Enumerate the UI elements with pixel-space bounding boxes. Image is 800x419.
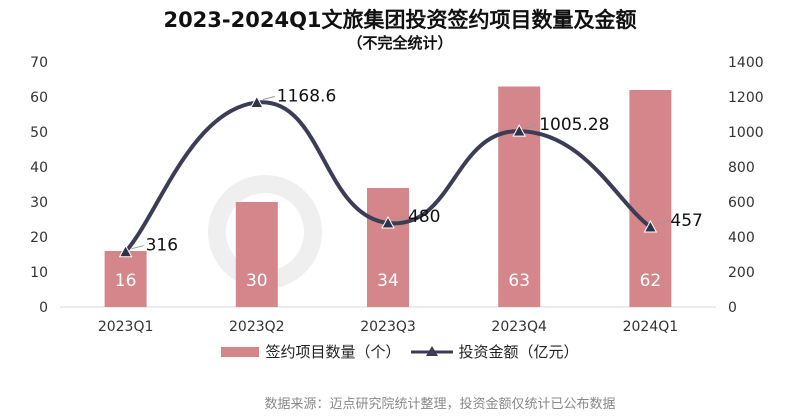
- legend: 签约项目数量（个） 投资金额（亿元）: [0, 341, 800, 362]
- left-axis-tick: 10: [30, 265, 48, 281]
- bar-label: 16: [115, 271, 137, 291]
- left-axis-tick: 20: [30, 230, 48, 246]
- right-axis-tick: 0: [728, 300, 737, 316]
- left-axis-tick: 40: [30, 160, 48, 176]
- line-label-leader: [525, 124, 538, 129]
- bar: [367, 188, 409, 307]
- legend-item-line[interactable]: 投资金额（亿元）: [410, 341, 579, 362]
- left-axis-tick: 50: [30, 125, 48, 141]
- legend-label-bar: 签约项目数量（个）: [265, 343, 401, 361]
- line-label: 1168.6: [277, 86, 336, 106]
- line-marker: [249, 95, 264, 108]
- chart-subtitle: （不完全统计）: [347, 34, 453, 52]
- bar-label: 63: [508, 271, 530, 291]
- legend-bar-swatch: [221, 346, 260, 357]
- left-axis-tick: 60: [30, 90, 48, 106]
- bar-label: 62: [640, 271, 662, 291]
- right-axis-tick: 1400: [728, 55, 764, 71]
- right-axis-tick: 600: [728, 195, 755, 211]
- line-label: 1005.28: [539, 115, 609, 135]
- right-axis-tick: 1200: [728, 90, 764, 106]
- line-marker: [512, 124, 527, 137]
- line-label-leader: [262, 96, 275, 100]
- line-label-leader: [656, 220, 669, 225]
- left-axis-tick: 70: [30, 55, 48, 71]
- line-marker: [381, 215, 395, 229]
- right-axis-tick: 400: [728, 230, 755, 246]
- left-axis-tick: 30: [30, 195, 48, 211]
- bar: [104, 251, 147, 307]
- bar: [235, 202, 278, 307]
- right-axis-tick: 200: [728, 265, 755, 281]
- right-axis-tick: 1000: [728, 125, 764, 141]
- bar-label: 30: [246, 271, 268, 291]
- x-axis-tick: 2024Q1: [623, 319, 679, 335]
- bar: [629, 90, 672, 307]
- x-axis-tick: 2023Q1: [98, 319, 154, 335]
- legend-line-swatch: [410, 345, 453, 356]
- x-axis-tick: 2023Q4: [491, 319, 547, 335]
- legend-label-line: 投资金额（亿元）: [458, 343, 579, 361]
- bar: [498, 86, 541, 307]
- source-note: 数据来源：迈点研究院统计整理，投资金额仅统计已公布数据: [264, 397, 616, 412]
- line-label: 457: [670, 211, 702, 231]
- line-label-leader: [131, 245, 144, 250]
- chart-title: 2023-2024Q1文旅集团投资签约项目数量及金额: [163, 8, 637, 32]
- x-axis-tick: 2023Q3: [360, 319, 416, 335]
- line-marker: [643, 219, 658, 233]
- right-axis-tick: 800: [728, 160, 755, 176]
- line-label-leader: [393, 216, 407, 221]
- x-axis-tick: 2023Q2: [229, 319, 285, 335]
- line-label: 316: [146, 236, 178, 256]
- bar-label: 34: [377, 271, 399, 291]
- line-label: 480: [408, 207, 440, 227]
- line-marker: [118, 244, 133, 258]
- legend-item-bar[interactable]: 签约项目数量（个）: [221, 341, 401, 362]
- left-axis-tick: 0: [39, 300, 48, 316]
